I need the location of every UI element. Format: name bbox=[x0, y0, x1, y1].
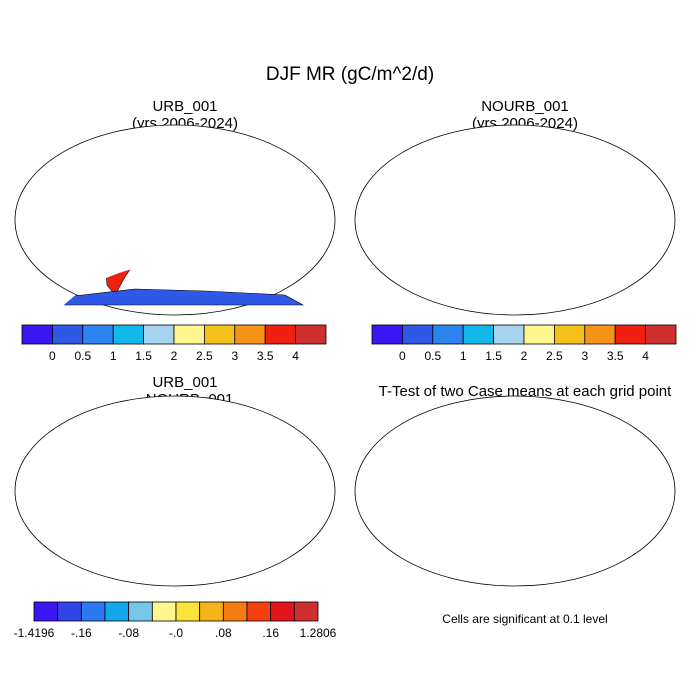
abs-colorbar-left-tick-label: 1.5 bbox=[135, 349, 152, 363]
diff-colorbar-tick-label: -.0 bbox=[169, 626, 183, 640]
ttest-cell bbox=[641, 424, 644, 427]
abs-colorbar-left-tick-label: 0 bbox=[49, 349, 56, 363]
diff-colorbar-swatch bbox=[222, 601, 248, 622]
abs-colorbar-left-tick-label: 3.5 bbox=[257, 349, 274, 363]
ttest-cell bbox=[637, 421, 640, 424]
abs-colorbar-left-swatch bbox=[234, 324, 266, 345]
diff-colorbar-swatch bbox=[104, 601, 130, 622]
diff-colorbar-swatch bbox=[57, 601, 82, 622]
diff-colorbar-swatch bbox=[246, 601, 272, 622]
abs-colorbar-right-swatch bbox=[584, 324, 616, 345]
abs-colorbar-left-swatch bbox=[264, 324, 297, 345]
panel-ttest-title: T-Test of two Case means at each grid po… bbox=[378, 383, 672, 400]
ttest-cell bbox=[643, 430, 646, 433]
urb-map bbox=[14, 124, 336, 316]
diff-colorbar-swatch bbox=[175, 601, 201, 622]
abs-colorbar-left-swatch bbox=[112, 324, 144, 345]
abs-colorbar-right-swatch bbox=[554, 324, 586, 345]
diff-colorbar-tick-label: .08 bbox=[215, 626, 232, 640]
figure-title: DJF MR (gC/m^2/d) bbox=[265, 64, 435, 85]
diff-colorbar-tick-label: 1.2806 bbox=[300, 626, 337, 640]
abs-colorbar-left-swatch bbox=[173, 324, 205, 345]
abs-colorbar-right-swatch bbox=[645, 324, 677, 345]
ttest-cell bbox=[630, 422, 633, 425]
abs-colorbar-right-swatch bbox=[371, 324, 403, 345]
abs-colorbar-left-tick-label: 0.5 bbox=[74, 349, 91, 363]
abs-colorbar-right-tick-label: 4 bbox=[642, 349, 649, 363]
ttest-cell bbox=[643, 426, 646, 429]
ttest-cell bbox=[644, 429, 647, 432]
diff-colorbar-swatch bbox=[80, 601, 106, 622]
ttest-cell bbox=[635, 425, 638, 428]
ttest-cell bbox=[638, 422, 641, 425]
abs-colorbar-left: 0 0.5 1 1.5 2 2.5 3 3.5 4 bbox=[21, 324, 327, 363]
abs-colorbar-right-swatch bbox=[462, 324, 495, 345]
panel-urb-title-line1: URB_001 bbox=[152, 98, 218, 115]
abs-colorbar-left-swatch bbox=[21, 324, 53, 345]
abs-colorbar-right-swatch bbox=[614, 324, 647, 345]
diff-colorbar-swatch bbox=[33, 601, 59, 622]
diff-colorbar-swatch bbox=[151, 601, 177, 622]
abs-colorbar-left-swatch bbox=[82, 324, 114, 345]
abs-colorbar-right-tick-label: 0.5 bbox=[424, 349, 441, 363]
abs-colorbar-right-tick-label: 3 bbox=[581, 349, 588, 363]
significance-note: Cells are significant at 0.1 level bbox=[442, 612, 608, 626]
abs-colorbar-left-tick-label: 4 bbox=[292, 349, 299, 363]
ttest-map-frame bbox=[354, 395, 676, 587]
ttest-cell bbox=[641, 429, 644, 432]
nourb-map bbox=[354, 124, 676, 316]
abs-colorbar-right: 0 0.5 1 1.5 2 2.5 3 3.5 4 bbox=[371, 324, 677, 363]
diff-colorbar-tick-label: -.16 bbox=[71, 626, 92, 640]
abs-colorbar-left-swatch bbox=[295, 324, 327, 345]
abs-colorbar-left-tick-label: 3 bbox=[231, 349, 238, 363]
diff-colorbar: -1.4196 -.16 -.08 -.0 .08 .16 1.2806 bbox=[14, 601, 337, 640]
diff-map bbox=[14, 395, 336, 587]
abs-colorbar-left-swatch bbox=[203, 324, 236, 345]
diff-colorbar-swatch bbox=[293, 601, 319, 622]
ttest-cell bbox=[633, 421, 636, 424]
ttest-cell bbox=[644, 425, 647, 428]
diff-map-frame bbox=[14, 395, 336, 587]
abs-colorbar-right-swatch bbox=[401, 324, 434, 345]
panel-diff-title-line1: URB_001 bbox=[152, 374, 218, 391]
abs-colorbar-left-tick-label: 2 bbox=[171, 349, 178, 363]
abs-colorbar-left-tick-label: 2.5 bbox=[196, 349, 213, 363]
diff-colorbar-tick-label: .16 bbox=[262, 626, 279, 640]
abs-colorbar-right-swatch bbox=[432, 324, 464, 345]
abs-colorbar-left-swatch bbox=[143, 324, 175, 345]
diff-colorbar-swatch bbox=[270, 601, 295, 622]
abs-colorbar-left-swatch bbox=[52, 324, 84, 345]
diff-colorbar-tick-label: -.08 bbox=[118, 626, 139, 640]
abs-colorbar-right-tick-label: 3.5 bbox=[607, 349, 624, 363]
ttest-cell bbox=[630, 422, 633, 425]
abs-colorbar-right-swatch bbox=[493, 324, 525, 345]
abs-colorbar-right-tick-label: 1 bbox=[460, 349, 467, 363]
nourb-map-frame bbox=[354, 124, 676, 316]
ttest-cell bbox=[630, 422, 633, 425]
abs-colorbar-right-tick-label: 2.5 bbox=[546, 349, 563, 363]
diff-colorbar-tick-label: -1.4196 bbox=[14, 626, 55, 640]
urb-map-frame bbox=[14, 124, 336, 316]
abs-colorbar-left-tick-label: 1 bbox=[110, 349, 117, 363]
diff-colorbar-swatch bbox=[199, 601, 224, 622]
abs-colorbar-right-tick-label: 1.5 bbox=[485, 349, 502, 363]
abs-colorbar-right-swatch bbox=[523, 324, 555, 345]
abs-colorbar-right-tick-label: 0 bbox=[399, 349, 406, 363]
abs-colorbar-right-tick-label: 2 bbox=[521, 349, 528, 363]
ttest-cell bbox=[644, 421, 647, 423]
ttest-cell bbox=[640, 422, 643, 425]
ttest-cell bbox=[640, 425, 643, 428]
panel-nourb-title-line1: NOURB_001 bbox=[481, 98, 569, 115]
diff-colorbar-swatch bbox=[128, 601, 153, 622]
ttest-map bbox=[354, 395, 676, 587]
